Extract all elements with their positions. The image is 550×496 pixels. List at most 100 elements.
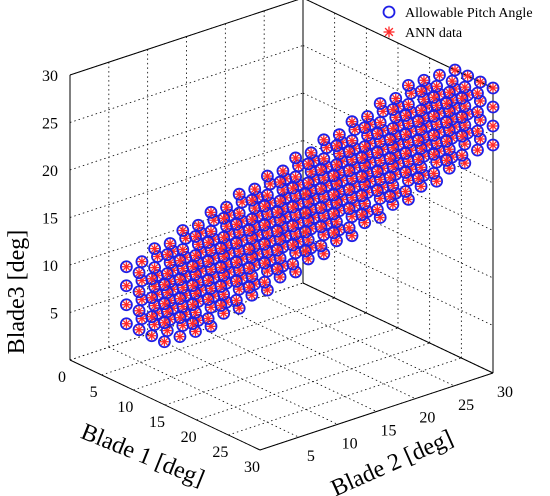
point-allowable-circle xyxy=(242,242,256,256)
point-ann-asterisk xyxy=(457,150,467,160)
point-allowable-circle xyxy=(298,206,312,220)
point-ann-asterisk xyxy=(385,192,395,202)
point-ann-asterisk xyxy=(234,227,244,237)
y-tick-label: 20 xyxy=(419,410,435,427)
point-ann-asterisk xyxy=(300,227,310,237)
point-ann-asterisk xyxy=(488,121,498,131)
point-ann-asterisk xyxy=(429,149,439,159)
point-ann-asterisk xyxy=(385,154,395,164)
point-ann-asterisk xyxy=(134,268,144,278)
point-allowable-circle xyxy=(314,220,328,234)
point-ann-asterisk xyxy=(260,239,270,249)
point-ann-asterisk xyxy=(147,274,157,284)
point-allowable-circle xyxy=(314,239,328,253)
point-allowable-circle xyxy=(330,139,343,153)
point-allowable-circle xyxy=(229,236,243,250)
grid-line-floor-x xyxy=(133,312,367,391)
point-allowable-circle xyxy=(214,242,228,255)
point-ann-asterisk xyxy=(244,282,254,292)
point-ann-asterisk xyxy=(344,185,354,195)
y-tick-label: 10 xyxy=(342,435,358,452)
point-ann-asterisk xyxy=(403,80,413,90)
point-allowable-circle xyxy=(399,185,412,198)
point-allowable-circle xyxy=(286,200,300,214)
point-allowable-circle xyxy=(201,274,215,287)
point-allowable-circle xyxy=(370,127,384,141)
point-allowable-circle xyxy=(289,151,303,165)
point-allowable-circle xyxy=(471,105,484,119)
point-ann-asterisk xyxy=(260,277,270,287)
point-allowable-circle xyxy=(258,218,271,232)
point-ann-asterisk xyxy=(216,281,226,291)
point-ann-asterisk xyxy=(319,135,329,145)
point-ann-asterisk xyxy=(234,189,244,199)
point-allowable-circle xyxy=(273,175,287,189)
point-ann-asterisk xyxy=(419,75,429,85)
point-allowable-circle xyxy=(455,148,469,162)
point-allowable-circle xyxy=(471,124,484,138)
point-ann-asterisk xyxy=(216,243,226,253)
legend-asterisk-mark xyxy=(383,26,395,38)
point-ann-asterisk xyxy=(360,123,370,133)
point-ann-asterisk xyxy=(488,83,498,93)
point-allowable-circle xyxy=(399,147,412,160)
point-ann-asterisk xyxy=(159,299,169,309)
point-ann-asterisk xyxy=(262,171,272,181)
point-ann-asterisk xyxy=(190,231,200,241)
point-ann-asterisk xyxy=(175,256,185,266)
point-ann-asterisk xyxy=(416,86,426,96)
point-ann-asterisk xyxy=(188,300,198,310)
point-allowable-circle xyxy=(286,219,300,233)
point-ann-asterisk xyxy=(288,259,298,269)
point-allowable-circle xyxy=(214,261,228,274)
point-ann-asterisk xyxy=(162,250,172,260)
grid-line-floor-x xyxy=(101,297,335,376)
point-allowable-circle xyxy=(157,297,171,311)
x-tick-label: 5 xyxy=(90,384,98,401)
point-allowable-circle xyxy=(242,280,256,294)
point-ann-asterisk xyxy=(416,105,426,115)
grid-line-back-z xyxy=(69,140,304,218)
point-allowable-circle xyxy=(471,86,484,100)
point-ann-asterisk xyxy=(137,257,147,267)
point-ann-asterisk xyxy=(188,262,198,272)
point-allowable-circle xyxy=(258,256,271,270)
point-ann-asterisk xyxy=(188,319,198,329)
point-allowable-circle xyxy=(298,225,312,239)
point-ann-asterisk xyxy=(216,262,226,272)
point-allowable-circle xyxy=(286,238,300,252)
point-allowable-circle xyxy=(186,298,200,312)
point-allowable-circle xyxy=(201,312,215,325)
point-ann-asterisk xyxy=(357,210,367,220)
point-allowable-circle xyxy=(145,272,159,286)
y-tick-label: 15 xyxy=(381,423,397,440)
point-allowable-circle xyxy=(439,116,453,129)
grid-line-floor-x xyxy=(164,327,399,406)
z-tick-label: 5 xyxy=(50,306,58,323)
point-allowable-circle xyxy=(186,317,200,331)
point-ann-asterisk xyxy=(272,245,282,255)
point-ann-asterisk xyxy=(206,207,216,217)
grid-line-floor-x xyxy=(196,342,430,421)
point-ann-asterisk xyxy=(429,168,439,178)
point-ann-asterisk xyxy=(363,112,373,122)
point-ann-asterisk xyxy=(216,300,226,310)
point-ann-asterisk xyxy=(401,168,411,178)
point-ann-asterisk xyxy=(234,208,244,218)
point-allowable-circle xyxy=(427,110,441,123)
tick-labels: 5 10 15 20 25 30 0 5 10 15 20 25 30 5 10 15 20 25 30 xyxy=(42,68,513,476)
point-allowable-circle xyxy=(201,293,215,306)
point-ann-asterisk xyxy=(344,166,354,176)
box-edge xyxy=(69,359,261,451)
point-allowable-circle xyxy=(345,115,359,129)
point-allowable-circle xyxy=(270,224,284,238)
point-allowable-circle xyxy=(217,211,231,225)
point-allowable-circle xyxy=(120,298,133,312)
point-ann-asterisk xyxy=(291,153,301,163)
point-ann-asterisk xyxy=(159,318,169,328)
point-ann-asterisk xyxy=(262,190,272,200)
point-ann-asterisk xyxy=(244,244,254,254)
point-ann-asterisk xyxy=(413,155,423,165)
point-allowable-circle xyxy=(270,243,284,257)
point-allowable-circle xyxy=(120,317,133,331)
